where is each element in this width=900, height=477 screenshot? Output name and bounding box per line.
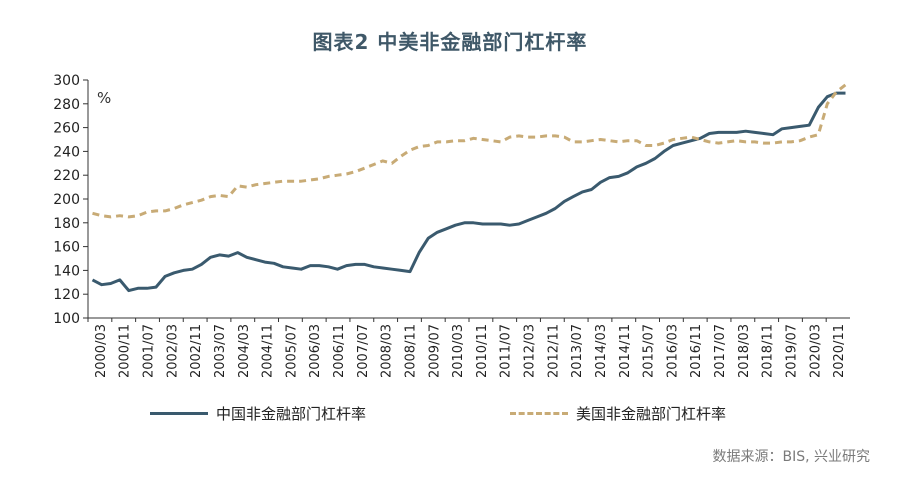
y-tick-label: 200 xyxy=(53,192,80,208)
y-tick-label: 100 xyxy=(53,311,80,327)
unit-label: % xyxy=(97,89,111,107)
x-tick-label: 2019/07 xyxy=(784,324,799,378)
x-tick-label: 2020/11 xyxy=(832,324,847,378)
x-tick-label: 2003/07 xyxy=(213,324,228,378)
x-tick-label: 2002/11 xyxy=(189,324,204,378)
x-tick-label: 2016/03 xyxy=(665,324,680,378)
y-tick-label: 260 xyxy=(53,121,80,137)
x-tick-label: 2008/03 xyxy=(380,324,395,378)
y-tick-label: 300 xyxy=(53,73,80,89)
y-tick-label: 140 xyxy=(53,263,80,279)
legend-china: 中国非金融部门杠杆率 xyxy=(150,403,366,424)
chart-title: 图表2 中美非金融部门杠杆率 xyxy=(312,30,588,54)
legend-us-label: 美国非金融部门杠杆率 xyxy=(576,405,727,423)
x-tick-label: 2018/03 xyxy=(737,324,752,378)
x-tick-label: 2000/11 xyxy=(118,324,133,378)
x-axis: 2000/03 2000/11 2001/07 2002/03 2002/11 2003/… xyxy=(87,317,850,378)
x-tick-label: 2004/03 xyxy=(237,324,252,378)
legend-us: 美国非金融部门杠杆率 xyxy=(510,403,726,424)
x-tick-label: 2014/03 xyxy=(594,324,609,378)
x-tick-label: 2013/07 xyxy=(570,324,585,378)
x-tick-label: 2012/03 xyxy=(523,324,538,378)
x-tick-label: 2012/11 xyxy=(546,324,561,378)
legend-china-label: 中国非金融部门杠杆率 xyxy=(216,405,367,423)
x-tick-label: 2015/07 xyxy=(642,324,657,378)
y-axis: 100 120 140 160 180 200 220 240 260 280 300 xyxy=(53,73,89,327)
x-tick-label: 2007/07 xyxy=(356,324,371,378)
x-tick-label: 2009/07 xyxy=(427,324,442,378)
legend-china-swatch xyxy=(150,412,208,415)
x-tick-label: 2018/11 xyxy=(761,324,776,378)
y-tick-label: 160 xyxy=(53,240,80,256)
x-tick-label: 2006/11 xyxy=(332,324,347,378)
x-tick-label: 2000/03 xyxy=(94,324,109,378)
x-tick-label: 2020/03 xyxy=(808,324,823,378)
x-tick-label: 2002/03 xyxy=(165,324,180,378)
x-tick-label: 2016/11 xyxy=(689,324,704,378)
x-tick-label: 2008/11 xyxy=(403,324,418,378)
x-tick-label: 2010/03 xyxy=(451,324,466,378)
y-tick-label: 240 xyxy=(53,144,80,160)
y-tick-label: 180 xyxy=(53,216,80,232)
y-tick-label: 220 xyxy=(53,168,80,184)
x-tick-label: 2010/11 xyxy=(475,324,490,378)
x-tick-label: 2001/07 xyxy=(142,324,157,378)
x-tick-label: 2006/03 xyxy=(308,324,323,378)
source-note: 数据来源：BIS, 兴业研究 xyxy=(712,449,870,465)
legend-us-swatch xyxy=(510,412,568,415)
y-tick-label: 280 xyxy=(53,97,80,113)
x-tick-label: 2014/11 xyxy=(618,324,633,378)
series-line-china xyxy=(91,91,846,293)
x-tick-label: 2005/07 xyxy=(284,324,299,378)
series-layer xyxy=(91,83,847,293)
x-tick-label: 2011/07 xyxy=(499,324,514,378)
series-line-us xyxy=(92,83,847,219)
y-tick-label: 120 xyxy=(53,287,80,303)
x-tick-label: 2004/11 xyxy=(261,324,276,378)
x-tick-label: 2017/07 xyxy=(713,324,728,378)
